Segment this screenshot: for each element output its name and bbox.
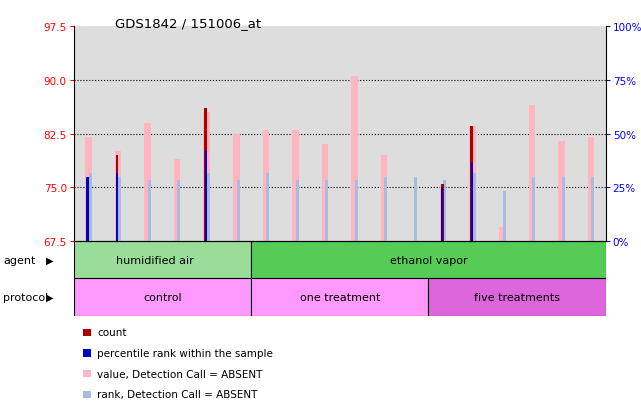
Bar (233, 134, 240, 242)
Bar (470, 163, 473, 242)
Bar (266, 173, 269, 242)
Bar (85, 138, 92, 242)
Text: humidified air: humidified air (116, 255, 194, 265)
Text: ▶: ▶ (46, 292, 54, 302)
Bar (444, 181, 446, 242)
Bar (351, 77, 358, 242)
Bar (470, 127, 473, 242)
Bar (588, 138, 594, 242)
Text: value, Detection Call = ABSENT: value, Detection Call = ABSENT (97, 369, 263, 379)
Text: count: count (97, 328, 127, 337)
Bar (87, 177, 88, 242)
Bar (440, 188, 446, 242)
Bar (178, 181, 180, 242)
Text: one treatment: one treatment (299, 292, 380, 302)
Bar (292, 131, 299, 242)
Bar (322, 145, 328, 242)
Bar (237, 181, 240, 242)
Bar (469, 127, 476, 242)
Bar (207, 173, 210, 242)
Bar (204, 152, 207, 242)
Bar (119, 177, 121, 242)
Bar (74, 279, 251, 316)
Bar (74, 242, 251, 279)
Bar (355, 181, 358, 242)
Bar (89, 173, 92, 242)
Text: percentile rank within the sample: percentile rank within the sample (97, 348, 273, 358)
Bar (532, 177, 535, 242)
Bar (473, 173, 476, 242)
Bar (251, 279, 428, 316)
Bar (499, 227, 506, 242)
Bar (529, 106, 535, 242)
Bar (325, 181, 328, 242)
Bar (562, 177, 565, 242)
Text: ethanol vapor: ethanol vapor (390, 255, 467, 265)
Bar (591, 177, 594, 242)
Bar (558, 141, 565, 242)
Bar (381, 156, 387, 242)
Bar (174, 159, 180, 242)
Text: ▶: ▶ (46, 255, 54, 265)
Bar (385, 177, 387, 242)
Bar (203, 113, 210, 242)
Text: five treatments: five treatments (474, 292, 560, 302)
Bar (263, 131, 269, 242)
Text: rank, Detection Call = ABSENT: rank, Detection Call = ABSENT (97, 389, 258, 399)
Text: protocol: protocol (3, 292, 49, 302)
Bar (414, 177, 417, 242)
Bar (115, 152, 121, 242)
Bar (428, 279, 606, 316)
Text: control: control (143, 292, 181, 302)
Bar (441, 188, 444, 242)
Bar (440, 184, 444, 242)
Bar (115, 156, 119, 242)
Bar (296, 181, 299, 242)
Bar (148, 181, 151, 242)
Bar (251, 242, 606, 279)
Bar (116, 173, 118, 242)
Bar (503, 192, 506, 242)
Text: GDS1842 / 151006_at: GDS1842 / 151006_at (115, 17, 262, 29)
Text: agent: agent (3, 255, 36, 265)
Bar (204, 109, 207, 242)
Bar (144, 123, 151, 242)
